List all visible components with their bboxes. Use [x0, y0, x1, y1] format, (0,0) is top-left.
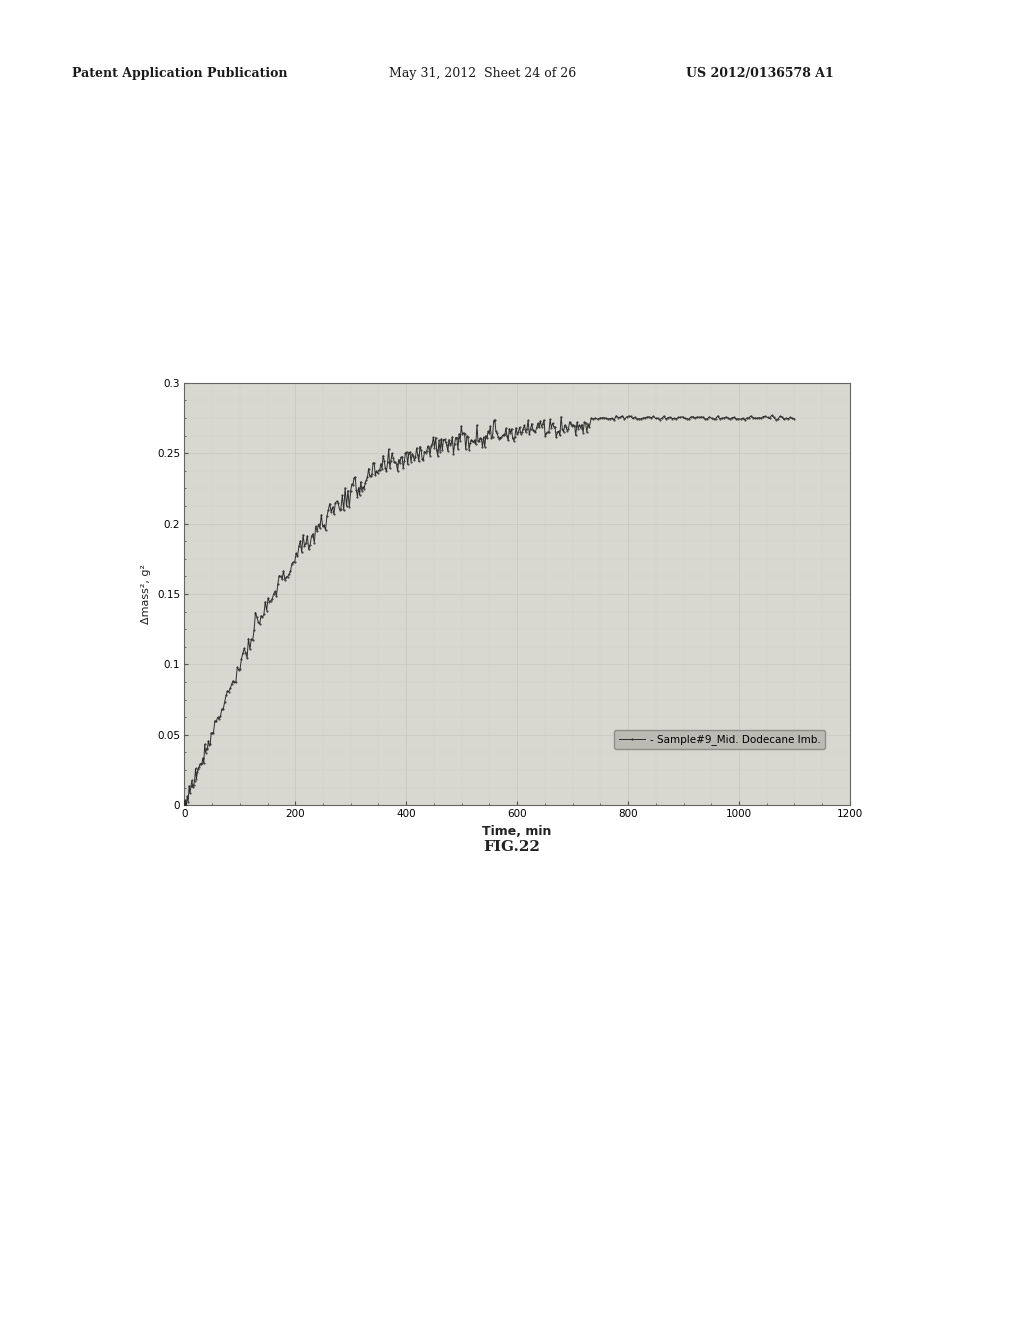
- Sample#9_Mid. Dodecane Imb.	[368, 455, 380, 471]
- Sample#9_Mid. Dodecane Imb.	[372, 466, 384, 482]
- Sample#9_Mid. Dodecane Imb.	[766, 408, 778, 424]
- Sample#9_Mid. Dodecane Imb.	[179, 797, 191, 813]
- Sample#9_Mid. Dodecane Imb.	[178, 796, 190, 812]
X-axis label: Time, min: Time, min	[482, 825, 552, 838]
Text: Patent Application Publication: Patent Application Publication	[72, 66, 287, 79]
- Sample#9_Mid. Dodecane Imb.	[251, 610, 263, 626]
Text: US 2012/0136578 A1: US 2012/0136578 A1	[686, 66, 834, 79]
- Sample#9_Mid. Dodecane Imb.	[788, 411, 801, 426]
Y-axis label: Δmass², g²: Δmass², g²	[141, 564, 152, 624]
- Sample#9_Mid. Dodecane Imb.	[679, 411, 691, 426]
- Sample#9_Mid. Dodecane Imb.	[221, 682, 233, 698]
- Sample#9_Mid. Dodecane Imb.	[726, 409, 738, 425]
Text: FIG.22: FIG.22	[483, 841, 541, 854]
Legend: - Sample#9_Mid. Dodecane Imb.: - Sample#9_Mid. Dodecane Imb.	[614, 730, 824, 750]
Line: - Sample#9_Mid. Dodecane Imb.: - Sample#9_Mid. Dodecane Imb.	[183, 414, 796, 807]
Text: May 31, 2012  Sheet 24 of 26: May 31, 2012 Sheet 24 of 26	[389, 66, 577, 79]
